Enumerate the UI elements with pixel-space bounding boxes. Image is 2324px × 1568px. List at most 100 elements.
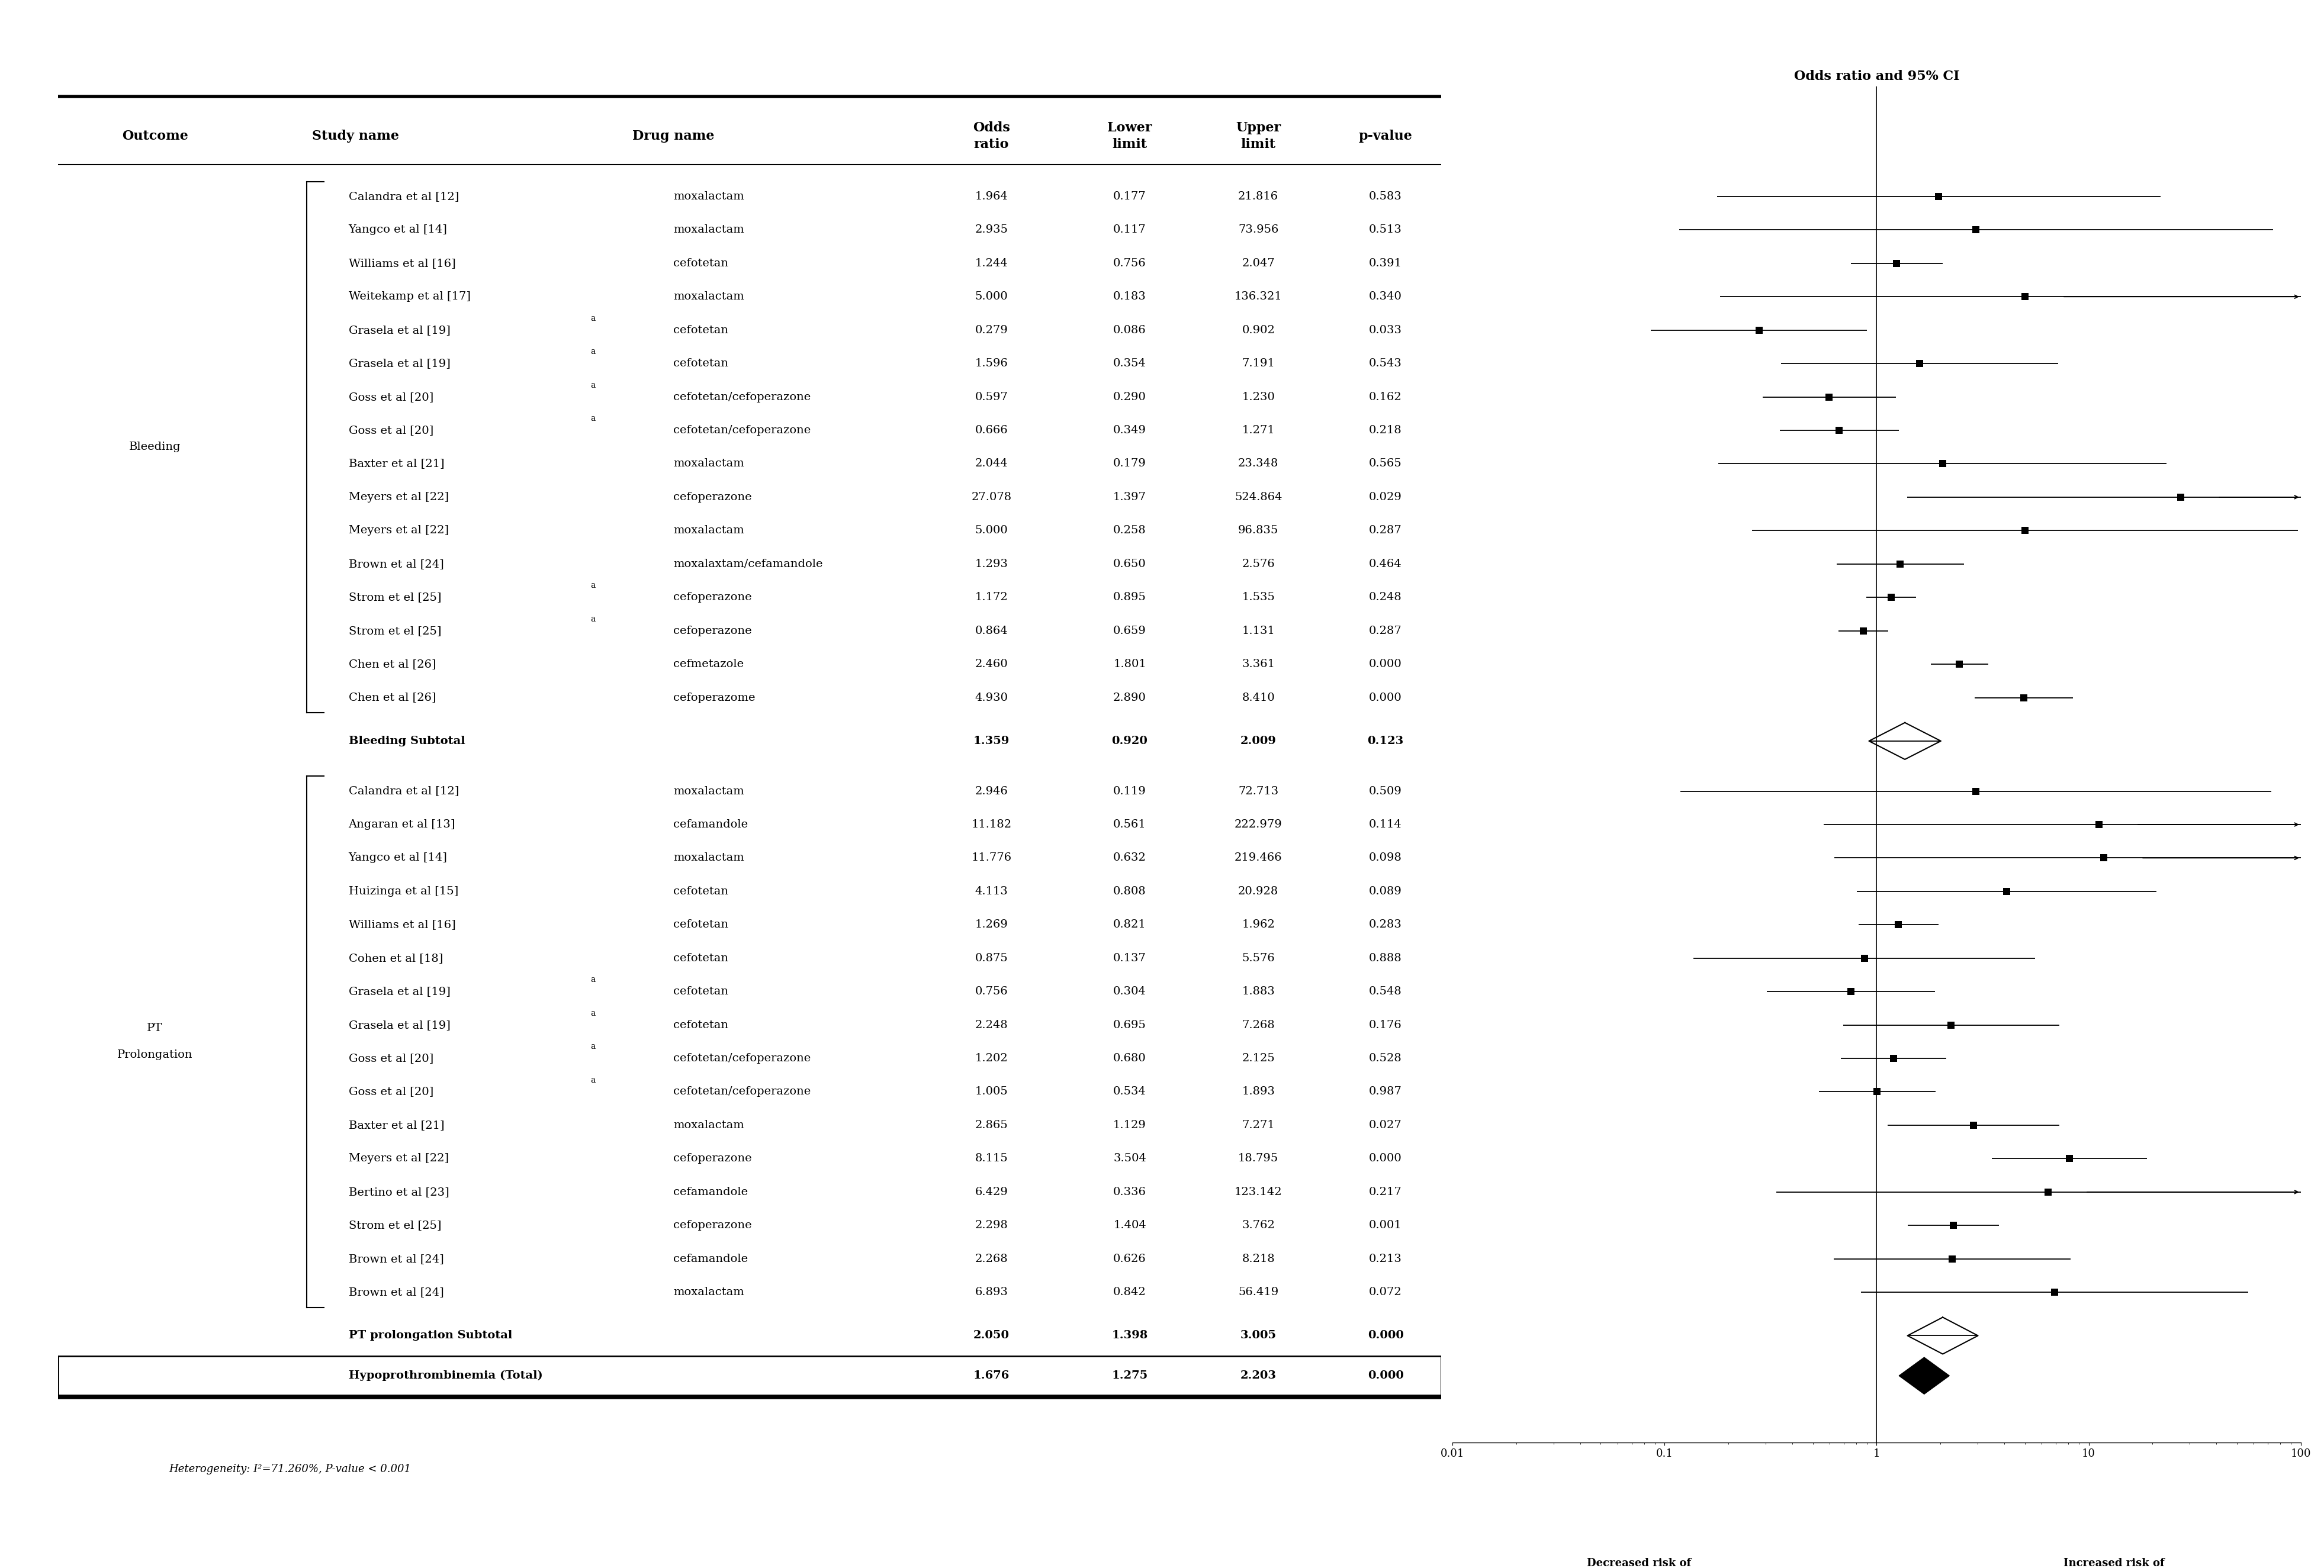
Text: limit: limit — [1241, 138, 1276, 151]
Text: a: a — [590, 1043, 595, 1051]
Text: 6.893: 6.893 — [974, 1287, 1009, 1298]
Text: cefoperazone: cefoperazone — [674, 626, 753, 637]
Text: Meyers et al [22]: Meyers et al [22] — [349, 1154, 449, 1163]
Text: 0.561: 0.561 — [1113, 818, 1146, 829]
Text: Increased risk of
Hypoprothrombinemia: Increased risk of Hypoprothrombinemia — [2045, 1559, 2182, 1568]
Text: 3.762: 3.762 — [1241, 1220, 1276, 1231]
Text: cefoperazone: cefoperazone — [674, 492, 753, 502]
Text: 1.893: 1.893 — [1241, 1087, 1276, 1098]
Text: Prolongation: Prolongation — [116, 1049, 193, 1060]
Text: 524.864: 524.864 — [1234, 492, 1283, 502]
Text: Outcome: Outcome — [121, 130, 188, 143]
Text: 0.217: 0.217 — [1369, 1187, 1401, 1198]
Text: Grasela et al [19]: Grasela et al [19] — [349, 325, 451, 336]
Text: 0.287: 0.287 — [1369, 626, 1401, 637]
Text: Strom et el [25]: Strom et el [25] — [349, 626, 442, 637]
Text: 2.460: 2.460 — [976, 659, 1009, 670]
Text: a: a — [590, 414, 595, 423]
Text: cefmetazole: cefmetazole — [674, 659, 744, 670]
Text: 0.680: 0.680 — [1113, 1054, 1146, 1063]
Text: 0.001: 0.001 — [1369, 1220, 1401, 1231]
Text: 0.137: 0.137 — [1113, 953, 1146, 963]
Text: moxalactam: moxalactam — [674, 458, 744, 469]
Text: 1.129: 1.129 — [1113, 1120, 1146, 1131]
Text: 0.756: 0.756 — [976, 986, 1009, 997]
Text: Drug name: Drug name — [632, 130, 713, 143]
Text: 1.359: 1.359 — [974, 735, 1009, 746]
Text: 0.283: 0.283 — [1369, 919, 1401, 930]
Text: 73.956: 73.956 — [1239, 224, 1278, 235]
Text: 0.597: 0.597 — [976, 392, 1009, 403]
Text: Grasela et al [19]: Grasela et al [19] — [349, 1019, 451, 1030]
Text: 7.268: 7.268 — [1241, 1019, 1276, 1030]
Text: Bertino et al [23]: Bertino et al [23] — [349, 1187, 449, 1198]
Text: 0.119: 0.119 — [1113, 786, 1146, 797]
Text: 1.271: 1.271 — [1241, 425, 1276, 436]
Text: Williams et al [16]: Williams et al [16] — [349, 919, 456, 930]
Text: 72.713: 72.713 — [1239, 786, 1278, 797]
Text: 1.801: 1.801 — [1113, 659, 1146, 670]
Text: 0.650: 0.650 — [1113, 558, 1146, 569]
Text: 0.626: 0.626 — [1113, 1253, 1146, 1264]
Text: Strom et el [25]: Strom et el [25] — [349, 1220, 442, 1231]
Text: 0.902: 0.902 — [1241, 325, 1276, 336]
Text: 0.920: 0.920 — [1111, 735, 1148, 746]
Text: 0.987: 0.987 — [1369, 1087, 1401, 1098]
Text: 5.576: 5.576 — [1241, 953, 1276, 963]
Text: 2.865: 2.865 — [976, 1120, 1009, 1131]
Text: 0.279: 0.279 — [976, 325, 1009, 336]
Text: 0.000: 0.000 — [1367, 1330, 1404, 1341]
Text: 0.336: 0.336 — [1113, 1187, 1146, 1198]
Text: 0.117: 0.117 — [1113, 224, 1146, 235]
Text: 0.029: 0.029 — [1369, 492, 1401, 502]
Text: 0.842: 0.842 — [1113, 1287, 1146, 1298]
Text: Lower: Lower — [1109, 121, 1153, 135]
Text: a: a — [590, 314, 595, 323]
Text: 0.123: 0.123 — [1367, 735, 1404, 746]
Text: 1.398: 1.398 — [1111, 1330, 1148, 1341]
Text: 1.172: 1.172 — [976, 593, 1009, 602]
Text: 18.795: 18.795 — [1239, 1154, 1278, 1163]
Text: 222.979: 222.979 — [1234, 818, 1283, 829]
Text: 1.131: 1.131 — [1241, 626, 1276, 637]
Text: 2.125: 2.125 — [1241, 1054, 1276, 1063]
Text: 3.361: 3.361 — [1241, 659, 1276, 670]
Text: 0.565: 0.565 — [1369, 458, 1401, 469]
Text: cefotetan: cefotetan — [674, 325, 727, 336]
Text: 0.176: 0.176 — [1369, 1019, 1401, 1030]
Text: 1.244: 1.244 — [976, 259, 1009, 268]
Text: 0.033: 0.033 — [1369, 325, 1401, 336]
Text: 56.419: 56.419 — [1239, 1287, 1278, 1298]
Text: 3.005: 3.005 — [1241, 1330, 1276, 1341]
Text: moxalactam: moxalactam — [674, 853, 744, 864]
Text: cefotetan: cefotetan — [674, 919, 727, 930]
Text: Angaran et al [13]: Angaran et al [13] — [349, 818, 456, 829]
Text: Goss et al [20]: Goss et al [20] — [349, 1087, 432, 1098]
Text: 0.290: 0.290 — [1113, 392, 1146, 403]
Text: cefotetan: cefotetan — [674, 1019, 727, 1030]
Text: 1.964: 1.964 — [976, 191, 1009, 202]
Title: Odds ratio and 95% CI: Odds ratio and 95% CI — [1794, 69, 1959, 83]
Text: Cohen et al [18]: Cohen et al [18] — [349, 953, 444, 963]
Text: 5.000: 5.000 — [976, 525, 1009, 536]
Text: Heterogeneity: I²=71.260%, P-value < 0.001: Heterogeneity: I²=71.260%, P-value < 0.0… — [170, 1465, 411, 1474]
Text: 1.202: 1.202 — [976, 1054, 1009, 1063]
Text: 8.115: 8.115 — [976, 1154, 1009, 1163]
Text: limit: limit — [1113, 138, 1148, 151]
Text: cefotetan: cefotetan — [674, 259, 727, 268]
Text: Brown et al [24]: Brown et al [24] — [349, 1287, 444, 1298]
Text: moxalactam: moxalactam — [674, 191, 744, 202]
Text: moxalactam: moxalactam — [674, 292, 744, 303]
Text: 0.114: 0.114 — [1369, 818, 1401, 829]
Text: Meyers et al [22]: Meyers et al [22] — [349, 492, 449, 502]
Text: 0.888: 0.888 — [1369, 953, 1401, 963]
Text: 0.304: 0.304 — [1113, 986, 1146, 997]
Text: 0.162: 0.162 — [1369, 392, 1401, 403]
Text: 0.659: 0.659 — [1113, 626, 1146, 637]
Text: Calandra et al [12]: Calandra et al [12] — [349, 191, 458, 202]
Text: moxalactam: moxalactam — [674, 525, 744, 536]
Text: 0.528: 0.528 — [1369, 1054, 1401, 1063]
Text: 8.410: 8.410 — [1241, 691, 1276, 702]
Text: a: a — [590, 1010, 595, 1018]
Text: 11.182: 11.182 — [971, 818, 1011, 829]
